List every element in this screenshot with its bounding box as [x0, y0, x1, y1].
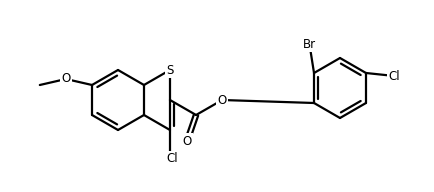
Text: Br: Br	[303, 38, 316, 51]
Text: S: S	[166, 64, 174, 76]
Text: Cl: Cl	[389, 70, 400, 83]
Text: O: O	[217, 94, 227, 107]
Text: O: O	[182, 135, 192, 148]
Text: Cl: Cl	[166, 152, 178, 165]
Text: O: O	[61, 73, 71, 85]
